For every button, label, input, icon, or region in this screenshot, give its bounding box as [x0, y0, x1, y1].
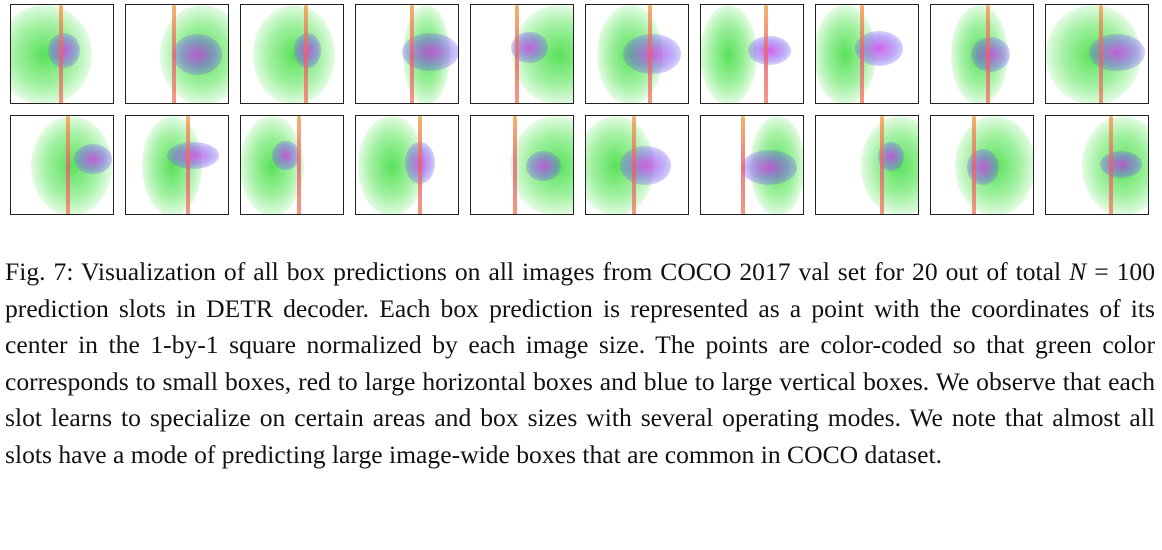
scatter-panel — [470, 115, 574, 215]
caption-text: prediction slots in DETR decoder. Each b… — [5, 293, 1155, 469]
point-cloud — [748, 35, 792, 65]
scatter-panel — [355, 4, 459, 104]
caption-text: Visualization of all box predictions on … — [80, 257, 1070, 286]
point-cloud — [647, 5, 652, 103]
scatter-panel — [1045, 115, 1149, 215]
point-cloud — [972, 116, 977, 214]
point-cloud — [701, 5, 757, 103]
point-cloud — [740, 149, 798, 185]
point-cloud — [272, 141, 300, 171]
scatter-panel — [355, 115, 459, 215]
figure-caption: Fig. 7: Visualization of all box predict… — [5, 254, 1155, 474]
point-cloud — [73, 143, 113, 174]
scatter-panel — [585, 115, 689, 215]
point-cloud — [631, 116, 636, 214]
scatter-panel — [470, 4, 574, 104]
point-cloud — [620, 146, 672, 185]
scatter-panel — [815, 115, 919, 215]
scatter-panel — [815, 4, 919, 104]
point-cloud — [172, 33, 222, 75]
math-variable: N — [1069, 257, 1087, 286]
point-cloud — [526, 150, 562, 181]
point-cloud — [47, 32, 80, 69]
point-cloud — [741, 116, 746, 214]
point-cloud — [1108, 116, 1113, 214]
scatter-panel — [930, 115, 1034, 215]
point-cloud — [1089, 33, 1145, 72]
scatter-panel — [10, 4, 114, 104]
point-cloud — [970, 36, 1011, 73]
point-cloud — [172, 5, 177, 103]
scatter-grid — [10, 4, 1160, 218]
point-cloud — [1098, 5, 1103, 103]
point-cloud — [880, 116, 885, 214]
point-cloud — [410, 5, 415, 103]
point-cloud — [418, 116, 423, 214]
point-cloud — [59, 5, 64, 103]
point-cloud — [512, 116, 517, 214]
point-cloud — [514, 5, 519, 103]
point-cloud — [166, 142, 220, 170]
point-cloud — [860, 5, 865, 103]
scatter-panel — [125, 115, 229, 215]
scatter-panel — [240, 115, 344, 215]
point-cloud — [186, 116, 191, 214]
point-cloud — [304, 5, 309, 103]
scatter-panel — [585, 4, 689, 104]
scatter-panel — [10, 115, 114, 215]
caption-label: Fig. 7: — [5, 257, 74, 286]
point-cloud — [986, 5, 991, 103]
scatter-panel — [125, 4, 229, 104]
scatter-panel — [700, 115, 804, 215]
point-cloud — [966, 148, 1000, 186]
math-expression: = 100 — [1086, 257, 1156, 286]
scatter-panel — [240, 4, 344, 104]
scatter-panel — [1045, 4, 1149, 104]
point-cloud — [296, 116, 301, 214]
scatter-panel — [700, 4, 804, 104]
point-cloud — [1099, 150, 1142, 178]
point-cloud — [763, 5, 768, 103]
scatter-panel — [930, 4, 1034, 104]
point-cloud — [65, 116, 70, 214]
